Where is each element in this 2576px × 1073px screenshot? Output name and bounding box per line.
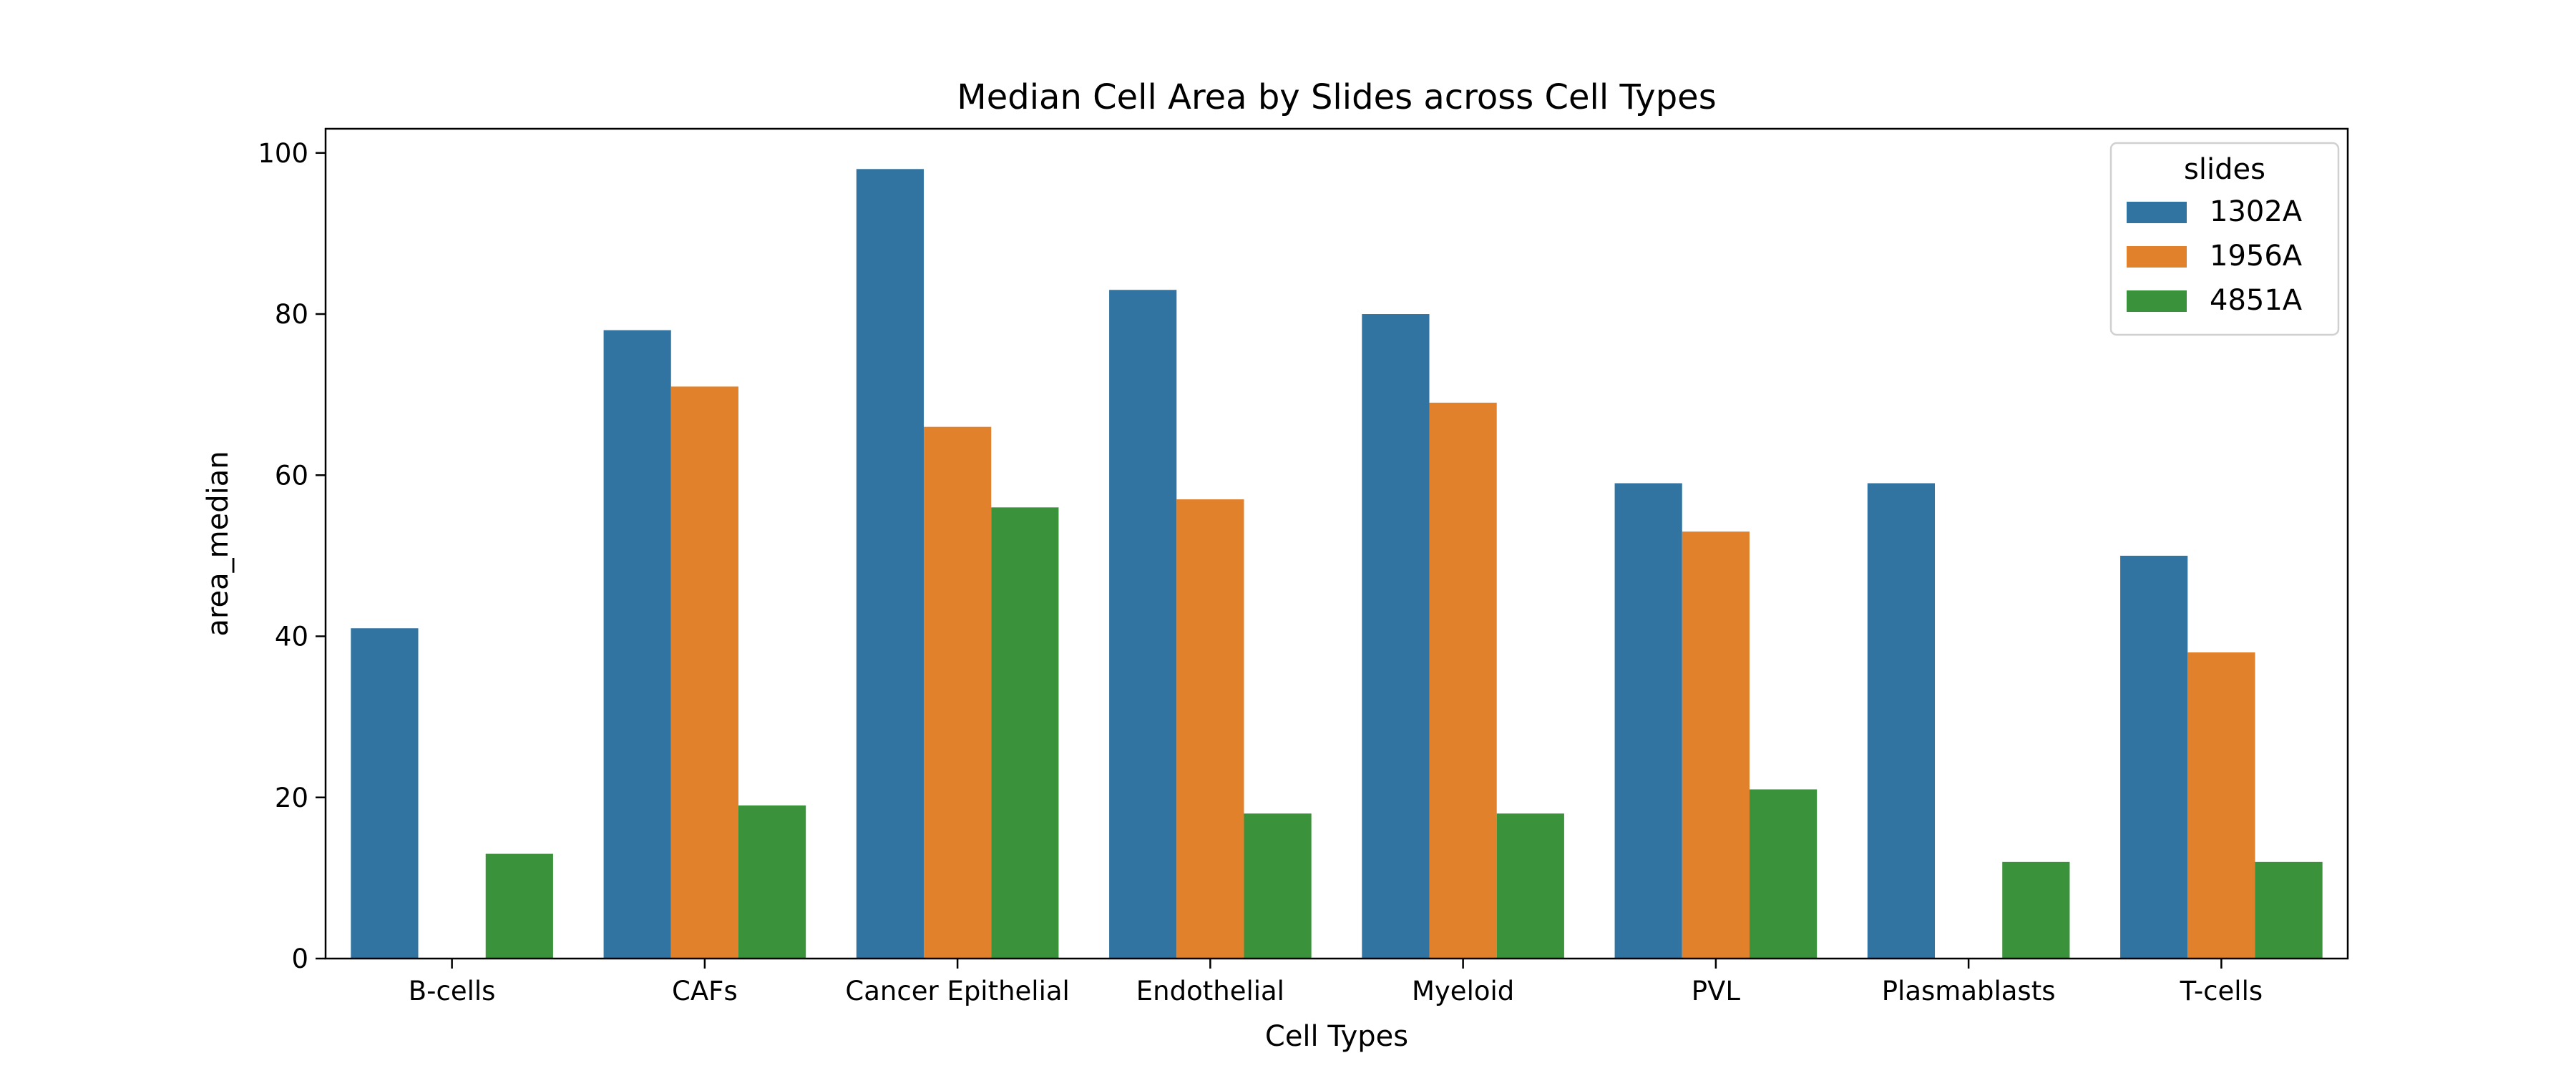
plot-frame	[324, 127, 2349, 960]
bar-1302A-plasmablasts	[1867, 483, 1936, 959]
bar-1302A-b-cells	[351, 628, 419, 959]
x-tick-label: T-cells	[2180, 976, 2263, 1006]
bar-1302A-myeloid	[1362, 314, 1430, 959]
y-tick-label: 100	[258, 138, 308, 169]
bar-4851A-endothelial	[1244, 813, 1312, 959]
legend-swatch-4851A	[2127, 290, 2187, 312]
bar-1302A-cancer-epithelial	[856, 169, 924, 959]
bar-1956A-endothelial	[1176, 499, 1244, 959]
bar-4851A-cancer-epithelial	[991, 507, 1059, 959]
x-axis-label: Cell Types	[1265, 1020, 1408, 1053]
bar-1302A-t-cells	[2120, 555, 2188, 959]
bar-1302A-pvl	[1614, 483, 1682, 959]
x-tick-label: Myeloid	[1412, 976, 1514, 1006]
bar-1956A-cancer-epithelial	[924, 426, 992, 959]
bar-4851A-b-cells	[485, 853, 553, 959]
bar-4851A-cafs	[738, 805, 806, 959]
bar-1956A-myeloid	[1429, 402, 1497, 959]
bar-4851A-myeloid	[1496, 813, 1564, 959]
x-tick-label: PVL	[1692, 976, 1741, 1006]
y-tick-label: 80	[275, 299, 308, 330]
legend-label-1302A: 1302A	[2210, 195, 2303, 228]
bar-1302A-endothelial	[1109, 290, 1177, 959]
x-axis: B-cells CAFs Cancer Epithelial Endothelial M…	[409, 959, 2263, 1006]
y-tick-label: 0	[291, 944, 308, 974]
y-tick-label: 20	[275, 783, 308, 813]
legend-items: 1302A 1956A 4851A	[2127, 195, 2303, 317]
y-axis-label: area_median	[202, 451, 235, 636]
y-tick-label: 60	[275, 460, 308, 491]
legend-swatch-1956A	[2127, 246, 2187, 268]
legend-title: slides	[2184, 153, 2265, 186]
bar-4851A-pvl	[1749, 789, 1818, 959]
x-tick-label: Endothelial	[1136, 976, 1284, 1006]
legend-label-4851A: 4851A	[2210, 284, 2303, 317]
x-tick-label: Cancer Epithelial	[845, 976, 1069, 1006]
x-tick-label: B-cells	[409, 976, 496, 1006]
y-axis: 0 20 40 60 80 100	[258, 138, 326, 974]
bar-4851A-t-cells	[2255, 861, 2323, 959]
legend-box	[2109, 142, 2340, 336]
bar-1956A-cafs	[670, 386, 738, 959]
x-tick-label: CAFs	[672, 976, 738, 1006]
bar-1956A-pvl	[1682, 531, 1750, 959]
bar-1956A-t-cells	[2187, 652, 2255, 959]
legend: slides 1302A 1956A 4851A	[2109, 142, 2340, 336]
bar-4851A-plasmablasts	[2002, 861, 2070, 959]
chart-title: Median Cell Area by Slides across Cell T…	[957, 77, 1716, 117]
legend-swatch-1302A	[2127, 202, 2187, 223]
legend-label-1956A: 1956A	[2210, 240, 2303, 273]
x-tick-label: Plasmablasts	[1882, 976, 2056, 1006]
bars-group	[351, 169, 2323, 959]
bar-1302A-cafs	[603, 330, 671, 959]
y-tick-label: 40	[275, 622, 308, 652]
